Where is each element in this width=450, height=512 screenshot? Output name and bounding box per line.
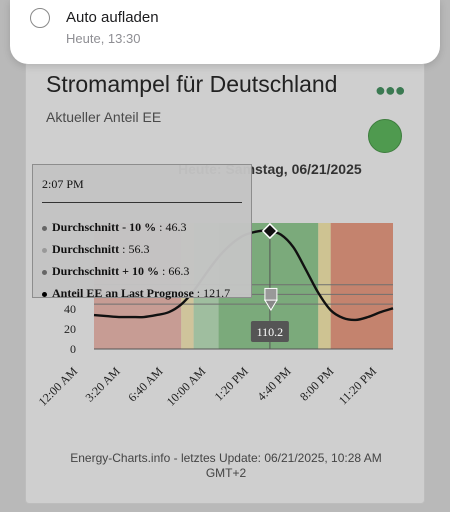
y-tick-label: 40 [64, 302, 76, 316]
tooltip-bullet [42, 247, 47, 253]
x-tick-label: 11:20 PM [336, 364, 380, 408]
tooltip-row-value: 66.3 [168, 264, 190, 278]
tooltip-bullet [42, 269, 47, 275]
chart-band [330, 223, 393, 349]
crosshair-label: 110.2 [257, 325, 284, 339]
y-tick-label: 20 [64, 322, 76, 336]
complete-radio-button[interactable] [30, 8, 50, 28]
tooltip-bullet [42, 291, 47, 297]
x-tick-label: 6:40 AM [125, 364, 166, 405]
tooltip-row-label: Durchschnitt + 10 % [52, 264, 159, 278]
tooltip-row: Anteil EE an Last Prognose : 121.7 [42, 286, 230, 301]
update-footer: Energy-Charts.info - letztes Update: 06/… [70, 451, 382, 480]
chart-band [318, 223, 331, 349]
tooltip-row-value: 121.7 [203, 286, 231, 300]
tooltip-row: Durchschnitt + 10 % : 66.3 [42, 264, 189, 279]
x-tick-label: 8:00 PM [297, 364, 337, 404]
tooltip-row-value: 56.3 [128, 242, 150, 256]
chart-tooltip: 2:07 PM Durchschnitt - 10 % : 46.3 Durch… [32, 164, 252, 301]
card-subtitle: Aktueller Anteil EE [46, 109, 162, 125]
tooltip-row-label: Durchschnitt [52, 242, 120, 256]
crosshair-label-box [250, 321, 289, 342]
tooltip-row-label: Durchschnitt - 10 % [52, 220, 157, 234]
x-tick-label: 1:20 PM [212, 364, 252, 404]
average-minus-marker [264, 299, 278, 312]
y-tick-label: 0 [70, 342, 76, 356]
average-marker [264, 287, 278, 301]
tooltip-row: Durchschnitt : 56.3 [42, 242, 149, 257]
x-tick-label: 4:40 PM [254, 364, 294, 404]
tooltip-row-value: 46.3 [165, 220, 187, 234]
tooltip-separator [42, 202, 242, 203]
tooltip-bullet [42, 225, 47, 231]
x-tick-label: 12:00 AM [36, 364, 81, 409]
tooltip-row-label: Anteil EE an Last Prognose [52, 286, 194, 300]
notification-time: Heute, 13:30 [66, 31, 141, 46]
x-tick-label: 10:00 AM [164, 364, 209, 409]
card-title: Stromampel für Deutschland [46, 71, 338, 97]
tooltip-time: 2:07 PM [42, 177, 84, 191]
tooltip-row: Durchschnitt - 10 % : 46.3 [42, 220, 186, 235]
notification-title: Auto aufladen [66, 9, 159, 26]
notification-banner[interactable]: Auto aufladen Heute, 13:30 [10, 0, 440, 64]
traffic-light-indicator [368, 119, 402, 153]
x-tick-label: 3:20 AM [83, 364, 124, 405]
more-options-icon[interactable]: ●●● [375, 80, 406, 100]
highlight-point [261, 222, 279, 240]
